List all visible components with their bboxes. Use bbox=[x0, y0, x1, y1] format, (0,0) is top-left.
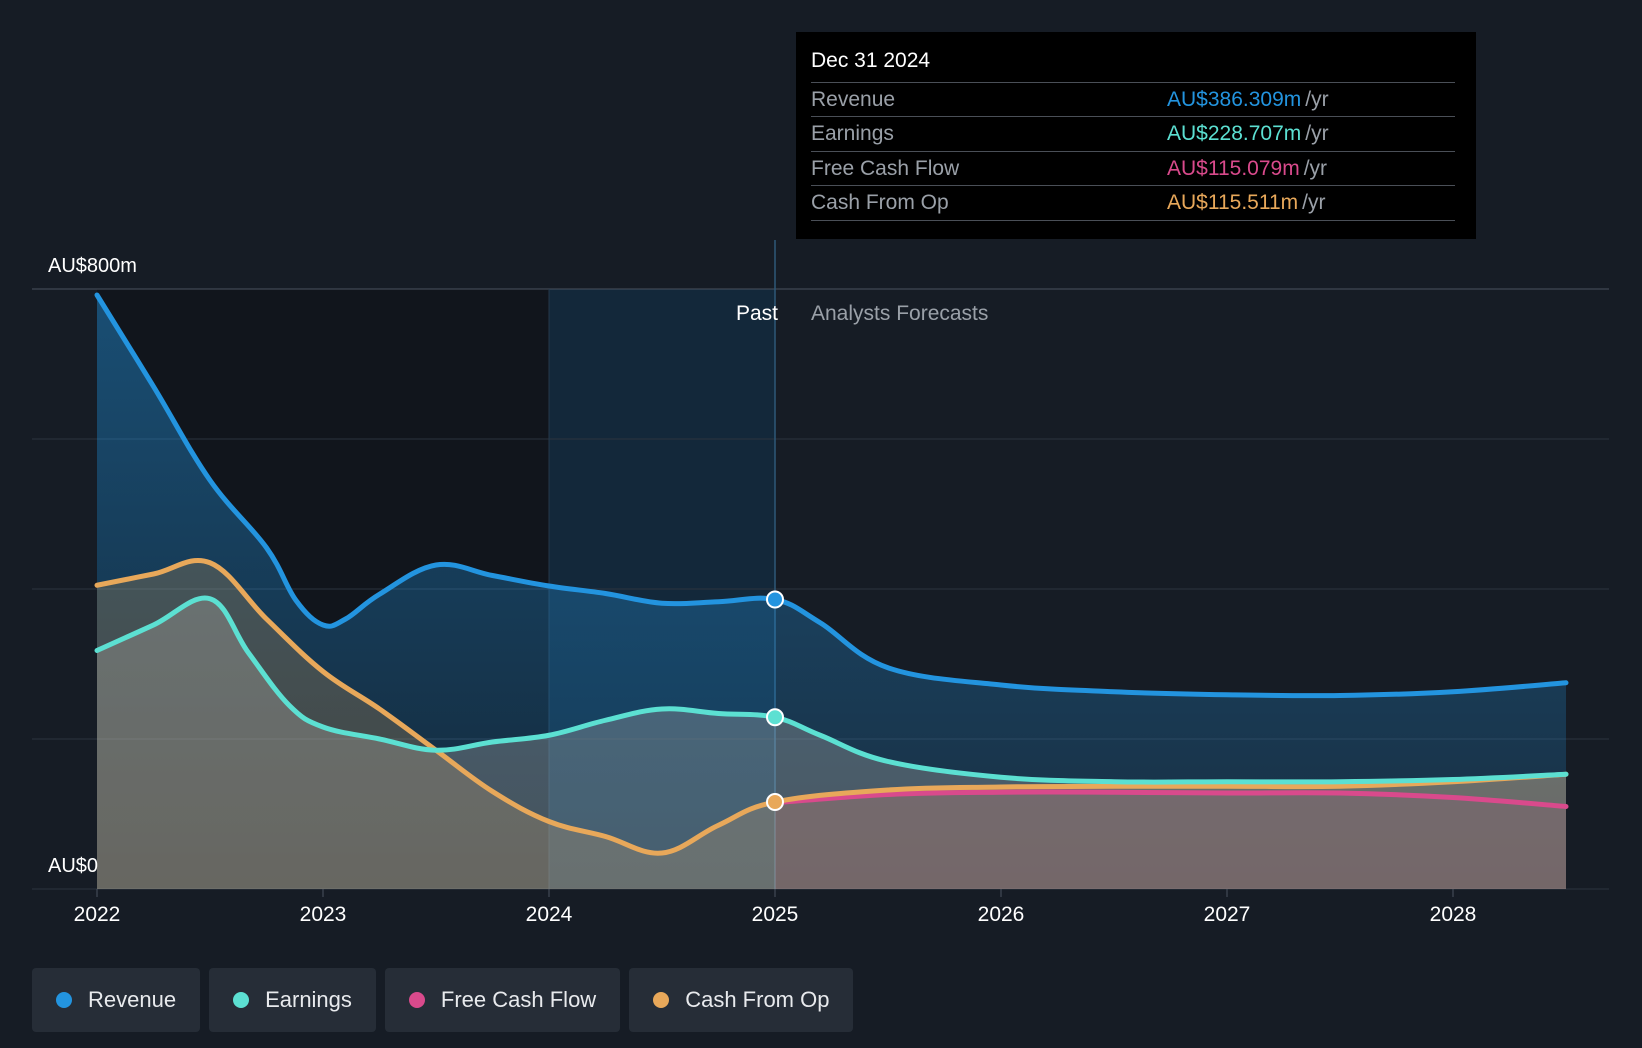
tooltip-row-free-cash-flow: Free Cash Flow AU$115.079m/yr bbox=[811, 151, 1455, 186]
chart-legend: Revenue Earnings Free Cash Flow Cash Fro… bbox=[32, 968, 854, 1032]
area-revenue bbox=[97, 295, 1566, 889]
x-tick-label: 2022 bbox=[74, 903, 121, 926]
tooltip-value: AU$115.511m/yr bbox=[1167, 191, 1326, 214]
point-marker-revenue bbox=[766, 590, 784, 609]
series-line-free-cash-flow bbox=[772, 789, 1569, 809]
series-line-revenue bbox=[94, 292, 1569, 699]
legend-item-earnings[interactable]: Earnings bbox=[209, 968, 376, 1032]
x-tick-label: 2028 bbox=[1430, 903, 1477, 926]
legend-item-revenue[interactable]: Revenue bbox=[32, 968, 201, 1032]
tooltip-label: Revenue bbox=[811, 88, 896, 111]
legend-dot-icon bbox=[653, 992, 670, 1008]
x-tick-label: 2026 bbox=[978, 903, 1025, 926]
legend-dot-icon bbox=[408, 992, 425, 1008]
data-tooltip: Dec 31 2024 Revenue AU$386.309m/yr Earni… bbox=[796, 32, 1476, 239]
legend-label: Cash From Op bbox=[685, 987, 830, 1012]
tooltip-value: AU$115.079m/yr bbox=[1167, 157, 1328, 180]
past-label: Past bbox=[736, 302, 778, 325]
legend-label: Free Cash Flow bbox=[440, 987, 597, 1012]
tooltip-value: AU$386.309m/yr bbox=[1167, 88, 1329, 111]
legend-label: Earnings bbox=[265, 987, 352, 1012]
legend-item-free-cash-flow[interactable]: Free Cash Flow bbox=[384, 968, 621, 1032]
x-tick-label: 2027 bbox=[1204, 903, 1251, 926]
area-earnings bbox=[97, 598, 1566, 889]
point-marker-cash-from-op bbox=[766, 793, 784, 811]
point-marker-earnings bbox=[766, 708, 784, 727]
area-cash-from-op bbox=[97, 560, 1566, 889]
forecast-label: Analysts Forecasts bbox=[811, 302, 988, 325]
tooltip-row-earnings: Earnings AU$228.707m/yr bbox=[811, 116, 1455, 151]
tooltip-value: AU$228.707m/yr bbox=[1167, 122, 1329, 145]
series-line-cash-from-op bbox=[94, 557, 1569, 856]
legend-dot-icon bbox=[233, 992, 250, 1008]
y-min-label: AU$0 bbox=[48, 855, 98, 877]
legend-label: Revenue bbox=[88, 987, 177, 1012]
tooltip-row-cash-from-op: Cash From Op AU$115.511m/yr bbox=[811, 185, 1455, 221]
tooltip-label: Earnings bbox=[811, 122, 894, 145]
tooltip-date: Dec 31 2024 bbox=[811, 49, 931, 72]
tooltip-row-revenue: Revenue AU$386.309m/yr bbox=[811, 82, 1455, 117]
tooltip-label: Cash From Op bbox=[811, 191, 949, 214]
area-free-cash-flow bbox=[775, 792, 1566, 889]
y-max-label: AU$800m bbox=[48, 255, 137, 277]
series-line-earnings bbox=[94, 595, 1569, 785]
legend-dot-icon bbox=[56, 992, 72, 1008]
x-tick-label: 2025 bbox=[752, 903, 799, 926]
tooltip-label: Free Cash Flow bbox=[811, 157, 960, 180]
x-tick-label: 2023 bbox=[300, 903, 347, 926]
legend-item-cash-from-op[interactable]: Cash From Op bbox=[629, 968, 854, 1032]
x-tick-label: 2024 bbox=[526, 903, 573, 926]
